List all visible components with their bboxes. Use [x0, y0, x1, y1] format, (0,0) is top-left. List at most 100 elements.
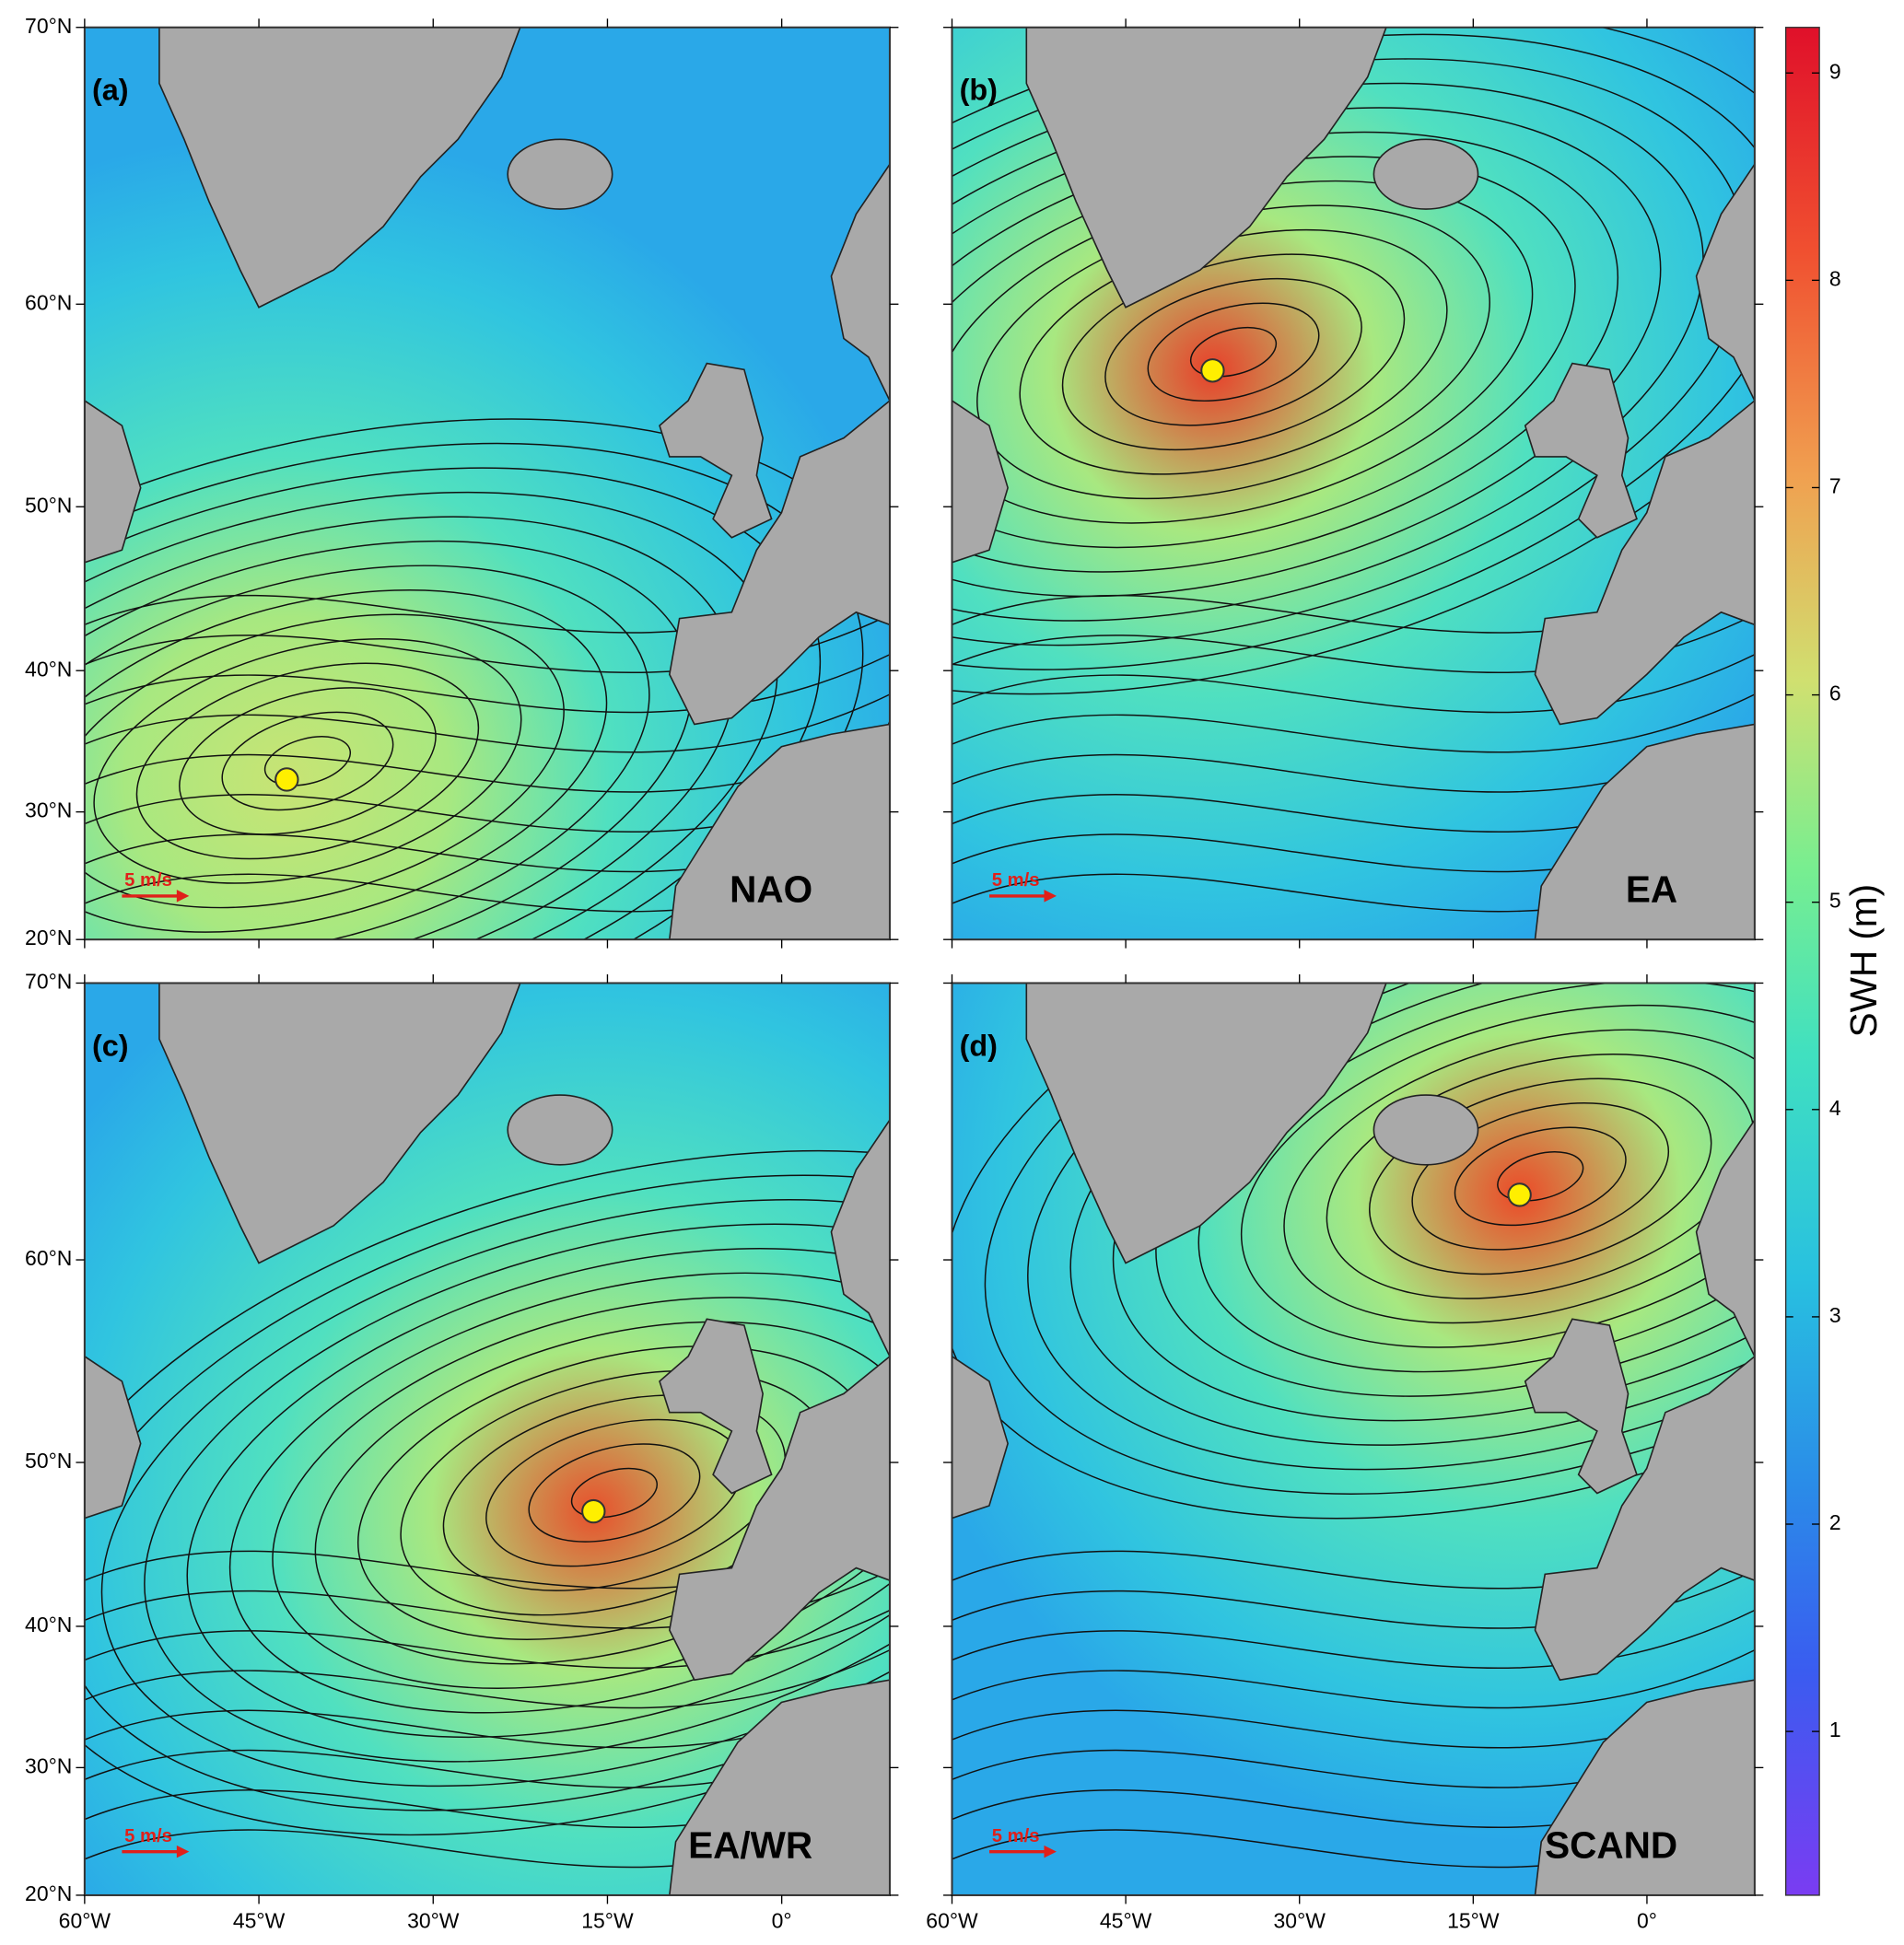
lat-tick-label: 70°N — [25, 970, 72, 994]
colorbar-tick-label: 7 — [1829, 474, 1841, 498]
panel-name: NAO — [730, 868, 812, 911]
center-marker — [581, 1498, 606, 1524]
lat-tick-label: 50°N — [25, 1449, 72, 1473]
streamline — [1326, 1053, 1755, 1299]
lat-tick-label: 20°N — [25, 1881, 72, 1905]
lon-tick-label: 0° — [772, 1909, 792, 1933]
streamline — [952, 654, 1755, 714]
colorbar-tick-label: 9 — [1829, 59, 1841, 83]
streamline — [272, 1297, 890, 1689]
lat-tick-label: 50°N — [25, 493, 72, 517]
colorbar — [1784, 27, 1820, 1896]
scale-label: 5 m/s — [124, 1826, 172, 1846]
scale-label: 5 m/s — [992, 1826, 1040, 1846]
streamline — [952, 1649, 1755, 1709]
streamline — [84, 1149, 890, 1836]
lon-tick-label: 15°W — [581, 1909, 634, 1933]
streamline — [84, 654, 890, 714]
lon-tick-label: 0° — [1637, 1909, 1657, 1933]
map-panel: 70°N 60°N 50°N 40°N 30°N 20°N (a) NAO 5 m/s — [25, 14, 899, 949]
streamline — [144, 1223, 890, 1763]
colorbar-tick-label: 4 — [1829, 1096, 1841, 1120]
lat-tick-label: 70°N — [25, 14, 72, 38]
lon-tick-label: 30°W — [407, 1909, 460, 1933]
streamline — [84, 613, 565, 909]
streamline — [442, 1394, 787, 1591]
lon-tick-label: 15°W — [1447, 1909, 1500, 1933]
colorbar-tick-label: 3 — [1829, 1303, 1841, 1327]
streamline — [1411, 1102, 1670, 1251]
streamline — [528, 1443, 701, 1543]
colorbar-label: SWH (m) — [1842, 884, 1885, 1038]
streamline — [1147, 302, 1320, 402]
scale-arrow-head — [1044, 1845, 1057, 1858]
center-marker — [1200, 358, 1225, 383]
panel-name: EA — [1626, 868, 1677, 911]
streamline — [1104, 277, 1362, 426]
lat-tick-label: 20°N — [25, 926, 72, 949]
lat-tick-label: 60°N — [25, 1246, 72, 1270]
map-panel: (b) EA 5 m/s — [943, 18, 1764, 949]
panel-tag: (a) — [92, 74, 129, 107]
streamline — [1497, 1151, 1584, 1202]
streamline — [84, 1649, 890, 1709]
lon-tick-label: 30°W — [1274, 1909, 1326, 1933]
scale-arrow-head — [1044, 890, 1057, 903]
streamline — [1189, 326, 1278, 378]
lon-tick-label: 60°W — [926, 1909, 978, 1933]
streamline — [1061, 253, 1406, 451]
streamline — [221, 711, 394, 811]
colorbar-tick-label: 2 — [1829, 1510, 1841, 1534]
streamline — [186, 1248, 890, 1739]
streamline — [84, 693, 890, 753]
streamline — [84, 565, 650, 940]
streamline — [228, 1272, 890, 1714]
lon-tick-label: 60°W — [59, 1909, 111, 1933]
scale-arrow-head — [176, 1845, 190, 1858]
panel-name: EA/WR — [688, 1823, 812, 1866]
streamline — [179, 687, 437, 835]
lat-tick-label: 60°N — [25, 290, 72, 314]
center-marker — [275, 767, 299, 792]
lon-tick-label: 45°W — [233, 1909, 286, 1933]
colorbar-tick-label: 8 — [1829, 266, 1841, 290]
lat-tick-label: 40°N — [25, 1613, 72, 1636]
scale-label: 5 m/s — [124, 870, 172, 891]
streamline — [1369, 1077, 1712, 1275]
lat-tick-label: 30°N — [25, 1753, 72, 1777]
scale-label: 5 m/s — [992, 870, 1040, 891]
streamline — [570, 1467, 659, 1519]
scale-arrow-head — [176, 890, 190, 903]
panel-tag: (d) — [960, 1029, 998, 1062]
panel-tag: (c) — [92, 1029, 129, 1062]
panel-frame — [83, 982, 891, 1896]
map-panel: 60°W 45°W 30°W 15°W 0° 70°N 60°N 50°N 40°N 30°N 20… — [25, 970, 899, 1933]
panel-frame — [83, 26, 891, 941]
panel-frame — [951, 26, 1756, 941]
streamline — [263, 736, 352, 786]
streamline — [84, 442, 864, 940]
lat-tick-label: 40°N — [25, 657, 72, 681]
panel-name: SCAND — [1545, 1823, 1677, 1866]
colorbar-tick-label: 1 — [1829, 1718, 1841, 1741]
panel-tag: (b) — [960, 74, 998, 107]
streamline — [100, 1199, 890, 1788]
lat-tick-label: 30°N — [25, 798, 72, 822]
streamline — [1283, 1029, 1755, 1324]
streamline — [93, 638, 522, 884]
streamline — [84, 1174, 890, 1811]
center-marker — [1507, 1182, 1532, 1207]
panel-frame — [951, 982, 1756, 1896]
colorbar-tick-label: 6 — [1829, 681, 1841, 705]
colorbar-tick-label: 5 — [1829, 889, 1841, 913]
streamline — [952, 1609, 1755, 1669]
map-panel: 60°W 45°W 30°W 15°W 0° (d) SCAND 5 m/s — [926, 974, 1764, 1933]
streamline — [1454, 1126, 1627, 1227]
streamline — [952, 693, 1755, 753]
streamline — [84, 1609, 890, 1669]
streamline — [314, 1321, 890, 1665]
streamline — [84, 418, 890, 940]
streamline — [84, 588, 608, 933]
lon-tick-label: 45°W — [1100, 1909, 1152, 1933]
